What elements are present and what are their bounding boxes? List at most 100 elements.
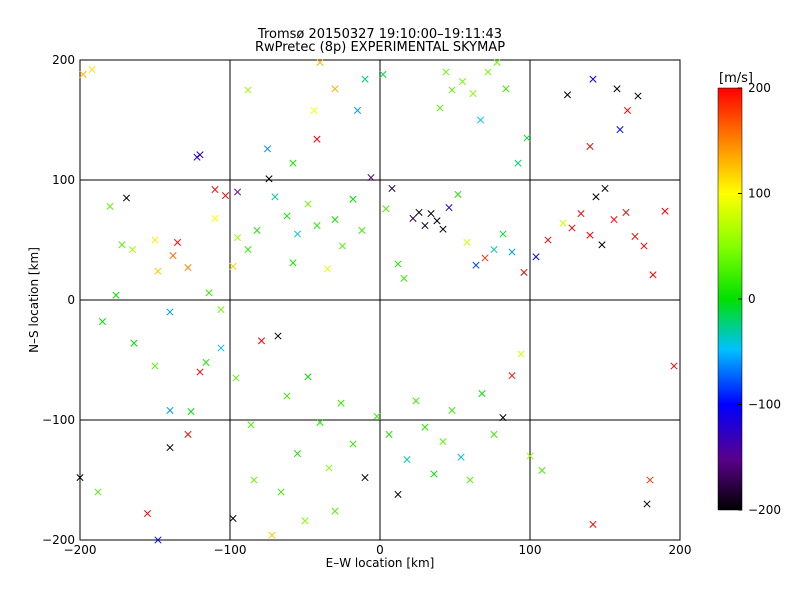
data-point (598, 241, 606, 249)
data-point (196, 368, 204, 376)
colorbar-tick-label: 100 (748, 187, 771, 201)
data-point (263, 145, 272, 153)
data-point (98, 318, 107, 326)
data-point (442, 68, 450, 76)
data-point (274, 332, 282, 340)
data-point (538, 466, 546, 474)
plot-area (76, 58, 681, 544)
data-point (353, 106, 362, 114)
data-point (472, 261, 480, 269)
data-point (448, 86, 456, 94)
data-point (250, 476, 258, 484)
data-point (257, 337, 266, 345)
data-point (394, 490, 402, 498)
data-point (112, 291, 120, 299)
data-point (631, 232, 639, 240)
data-point (211, 186, 219, 194)
data-point (427, 210, 435, 218)
data-point (143, 510, 152, 518)
data-point (563, 91, 572, 99)
data-point (361, 75, 369, 83)
colorbar-ticks: 200 100 0 −100 −200 (738, 81, 781, 517)
data-point (613, 85, 621, 93)
data-point (289, 259, 297, 267)
data-point (400, 274, 408, 282)
data-point (436, 104, 444, 112)
data-point (634, 92, 642, 100)
data-point (361, 474, 369, 482)
data-point (304, 373, 312, 381)
data-point (88, 66, 96, 74)
data-point (373, 412, 381, 420)
data-point (349, 195, 357, 203)
data-point (454, 190, 462, 198)
data-point (187, 408, 195, 416)
data-point (421, 222, 429, 230)
data-point (130, 339, 138, 347)
chart-title-line-1: Tromsø 20150327 19:10:00–19:11:43 (257, 27, 502, 42)
data-point (289, 159, 297, 167)
data-point (649, 271, 657, 279)
data-point (338, 242, 347, 250)
data-point (394, 260, 402, 268)
data-point (586, 142, 594, 150)
x-tick-label: 0 (376, 543, 384, 557)
data-point (514, 159, 522, 167)
x-tick-label: −200 (64, 543, 97, 557)
data-point (151, 236, 159, 244)
y-axis-label: N–S location [km] (27, 247, 41, 353)
data-point (388, 184, 396, 192)
data-point (202, 358, 210, 366)
data-point (221, 192, 230, 200)
data-point (301, 517, 309, 525)
data-point (415, 208, 423, 216)
data-point (661, 207, 669, 215)
data-point (421, 423, 429, 431)
data-point (94, 488, 102, 496)
data-point (643, 500, 651, 508)
data-point (331, 216, 339, 224)
data-point (568, 224, 576, 232)
data-point (457, 453, 465, 461)
data-point (430, 470, 438, 478)
y-axis-ticks: −200 −100 0 100 200 (42, 53, 86, 547)
data-point (229, 514, 237, 522)
data-point (331, 85, 339, 93)
x-tick-label: −100 (214, 543, 247, 557)
data-point (517, 350, 525, 358)
chart-title-line-2: RwPretec (8p) EXPERIMENTAL SKYMAP (255, 40, 505, 55)
data-point (196, 151, 204, 159)
data-point (379, 70, 387, 78)
data-point (439, 438, 447, 446)
data-point (523, 134, 531, 142)
data-point (508, 372, 516, 380)
data-point (166, 406, 174, 414)
data-point (670, 362, 678, 370)
data-point (601, 184, 609, 192)
data-point (277, 488, 285, 496)
colorbar-tick-label: 0 (748, 292, 756, 306)
data-point (448, 406, 456, 414)
data-point (166, 308, 174, 316)
data-point (217, 306, 225, 314)
data-point (233, 188, 242, 196)
data-point (79, 70, 87, 78)
y-tick-label: 200 (52, 53, 75, 67)
data-point (520, 268, 528, 276)
data-point (106, 202, 114, 210)
y-tick-label: 100 (52, 173, 75, 187)
data-point (469, 90, 477, 98)
data-point (337, 399, 345, 407)
data-point (358, 226, 366, 234)
x-tick-label: 100 (519, 543, 542, 557)
data-point (526, 452, 534, 460)
data-point (640, 242, 648, 250)
data-point (283, 392, 291, 400)
data-point (316, 58, 324, 66)
data-point (325, 464, 333, 472)
x-axis-ticks: −200 −100 0 100 200 (64, 534, 691, 557)
data-point (217, 344, 225, 352)
data-point (331, 507, 339, 515)
data-point (433, 217, 441, 225)
data-point (265, 175, 273, 183)
